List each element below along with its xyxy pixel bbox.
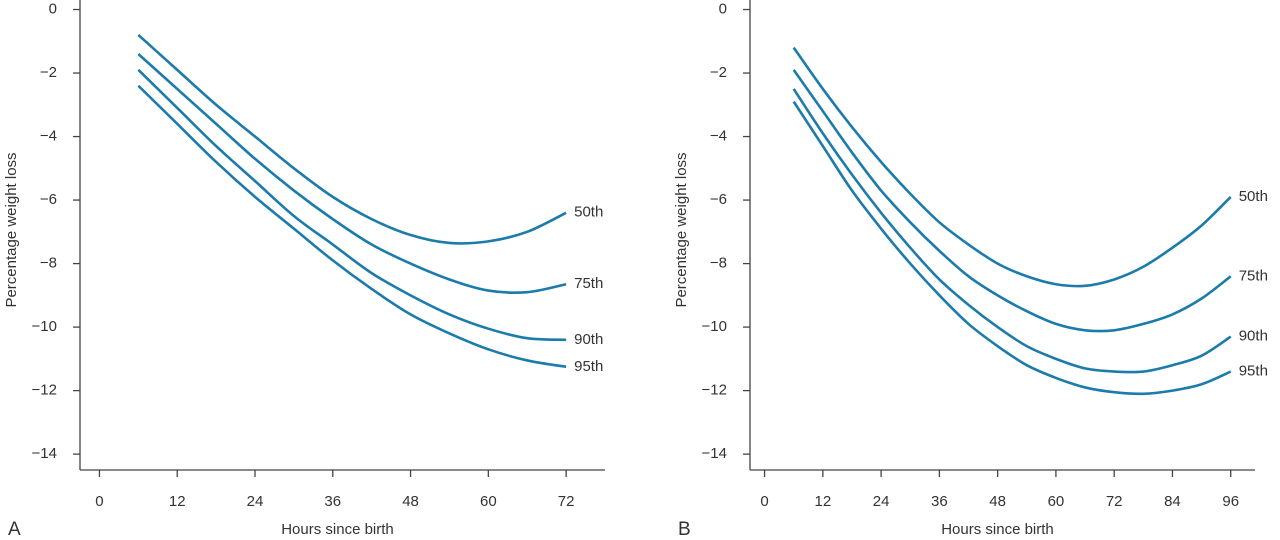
y-tick-label: −8 (710, 255, 727, 272)
series-label: 50th (1239, 188, 1268, 205)
x-tick-label: 24 (873, 493, 890, 510)
y-axis-title: Percentage weight loss (673, 152, 690, 307)
y-tick-label: −4 (40, 128, 57, 145)
panel-label: B (678, 519, 691, 540)
y-tick-label: 0 (49, 0, 57, 17)
y-tick-label: −2 (40, 64, 57, 81)
series-line (137, 84, 567, 369)
x-tick-label: 72 (1106, 493, 1123, 510)
x-tick-label: 96 (1222, 493, 1239, 510)
y-tick-label: −4 (710, 128, 727, 145)
y-tick-label: −2 (710, 64, 727, 81)
x-tick-label: 12 (814, 493, 831, 510)
x-tick-label: 72 (558, 493, 575, 510)
series-label: 95th (574, 358, 603, 375)
x-tick-label: 12 (169, 493, 186, 510)
series-line (137, 33, 567, 245)
series-label: 95th (1239, 363, 1268, 380)
y-tick-label: −10 (702, 318, 727, 335)
x-axis-title: Hours since birth (281, 521, 394, 538)
x-tick-label: 60 (1048, 493, 1065, 510)
series-line (137, 53, 567, 294)
series-line (792, 88, 1232, 374)
x-tick-label: 60 (480, 493, 497, 510)
x-tick-label: 36 (931, 493, 948, 510)
y-axis-title: Percentage weight loss (3, 152, 20, 307)
x-tick-label: 48 (402, 493, 419, 510)
series-line (792, 100, 1232, 396)
y-tick-label: −10 (32, 318, 57, 335)
x-tick-label: 24 (247, 493, 264, 510)
y-tick-label: −12 (32, 382, 57, 399)
series-label: 50th (574, 204, 603, 221)
series-line (137, 68, 567, 342)
x-tick-label: 84 (1164, 493, 1181, 510)
series-label: 75th (574, 275, 603, 292)
x-tick-label: 36 (324, 493, 341, 510)
x-tick-label: 48 (989, 493, 1006, 510)
y-tick-label: −14 (702, 445, 727, 462)
x-tick-label: 0 (760, 493, 768, 510)
y-tick-label: −14 (32, 445, 57, 462)
y-tick-label: −6 (40, 191, 57, 208)
series-line (792, 69, 1232, 333)
series-label: 75th (1239, 267, 1268, 284)
x-axis-title: Hours since birth (941, 521, 1054, 538)
y-tick-label: 0 (719, 0, 727, 17)
series-line (792, 46, 1232, 288)
series-label: 90th (1239, 328, 1268, 345)
y-tick-label: −12 (702, 382, 727, 399)
series-label: 90th (574, 331, 603, 348)
x-tick-label: 0 (95, 493, 103, 510)
y-tick-label: −8 (40, 255, 57, 272)
panel-label: A (8, 519, 21, 540)
y-tick-label: −6 (710, 191, 727, 208)
